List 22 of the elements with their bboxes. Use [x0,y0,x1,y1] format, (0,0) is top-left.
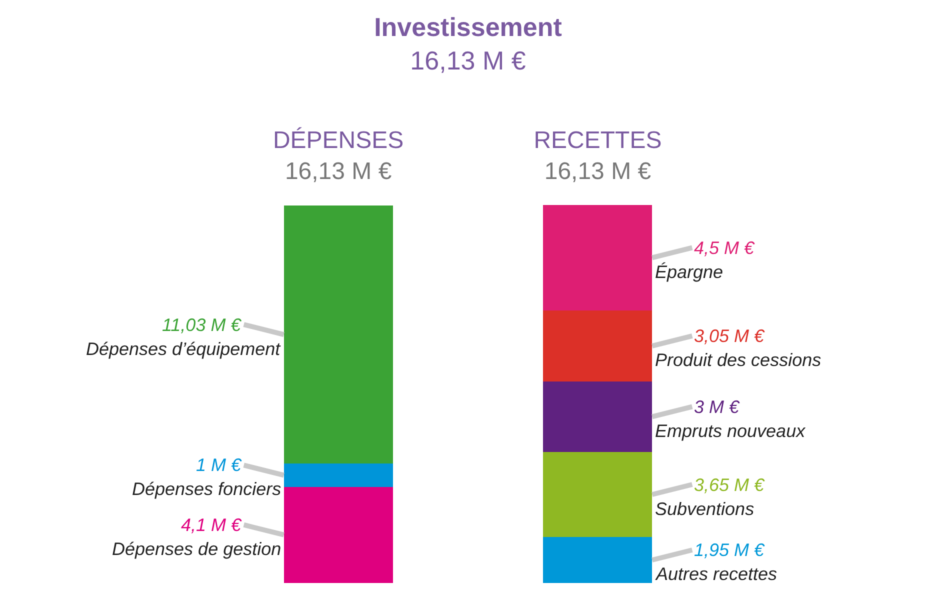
series-label: Empruts nouveaux [655,421,806,441]
data-label: 11,03 M € [162,315,242,335]
chart-subtitle: 16,13 M € [410,46,526,76]
series-label: Subventions [655,499,754,519]
x-tick-label: DÉPENSES [272,127,404,154]
x-tick-label: RECETTES [534,127,662,154]
series-label: Autres recettes [655,564,778,584]
series-label: Épargne [655,262,724,282]
data-label: 1 M € [196,455,242,475]
data-label: 3 M € [694,397,740,417]
series-label: Dépenses de gestion [112,539,282,559]
series-label: Dépenses d’équipement [86,339,282,359]
data-label: 4,5 M € [694,238,756,258]
series-label: Dépenses fonciers [132,479,282,499]
data-label: 4,1 M € [181,515,242,535]
series-label: Produit des cessions [655,350,822,370]
chart-title: Investissement [374,12,562,42]
total-label: 16,13 M € [544,158,652,186]
total-label: 16,13 M € [284,158,392,186]
data-label: 1,95 M € [694,540,766,560]
data-label: 3,05 M € [694,326,766,346]
data-label: 3,65 M € [694,475,766,495]
